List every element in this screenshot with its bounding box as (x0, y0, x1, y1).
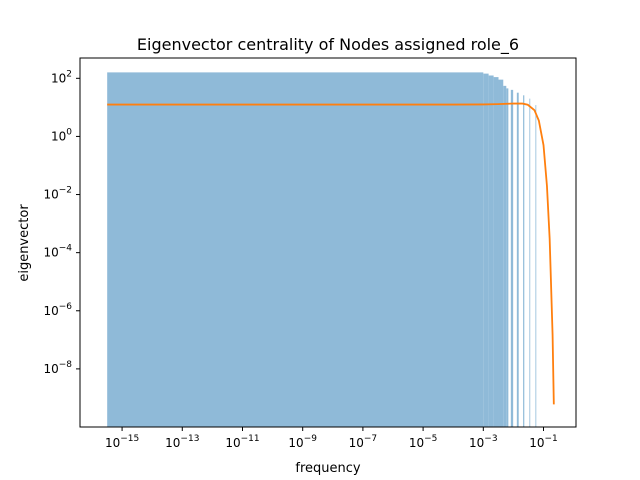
histogram-bar-1 (483, 73, 489, 428)
histogram-bar-4 (498, 79, 504, 428)
y-tick-label-0: 10−8 (43, 360, 72, 376)
y-axis-label: eigenvector (17, 204, 32, 282)
histogram-bar-9 (523, 95, 525, 428)
x-tick-label-5: 10−5 (409, 434, 438, 450)
histogram-bar-5 (503, 85, 507, 427)
y-tick-label-1: 10−6 (43, 302, 72, 318)
histogram-bar-3 (493, 77, 499, 427)
y-tick-label-5: 102 (51, 69, 72, 85)
plot-area (79, 57, 577, 428)
chart-title: Eigenvector centrality of Nodes assigned… (137, 35, 519, 55)
histogram-bars (107, 72, 537, 428)
x-tick-label-6: 10−3 (469, 434, 498, 450)
x-axis-ticks: 10−15 10−13 10−11 10−9 10−7 10−5 10−3 10−1 (105, 427, 558, 450)
y-axis-ticks: 10−8 10−6 10−4 10−2 100 102 (43, 69, 80, 376)
x-axis-label: frequency (295, 461, 361, 476)
series-line (107, 102, 555, 405)
y-tick-label-4: 100 (51, 127, 72, 143)
histogram-bar-11 (535, 105, 537, 428)
histogram-bar-0 (107, 72, 484, 427)
y-tick-label-2: 10−4 (43, 244, 72, 260)
x-tick-label-7: 10−1 (529, 434, 558, 450)
x-tick-label-0: 10−15 (105, 434, 139, 450)
histogram-bar-8 (516, 92, 519, 427)
x-tick-label-2: 10−11 (225, 434, 259, 450)
histogram-bar-6 (506, 88, 509, 427)
y-tick-label-3: 10−2 (43, 186, 72, 202)
histogram-bar-10 (529, 98, 531, 427)
histogram-bar-7 (510, 89, 514, 427)
x-tick-label-3: 10−9 (288, 434, 317, 450)
histogram-bar-2 (488, 75, 494, 427)
x-tick-label-1: 10−13 (165, 434, 199, 450)
x-tick-label-4: 10−7 (349, 434, 378, 450)
